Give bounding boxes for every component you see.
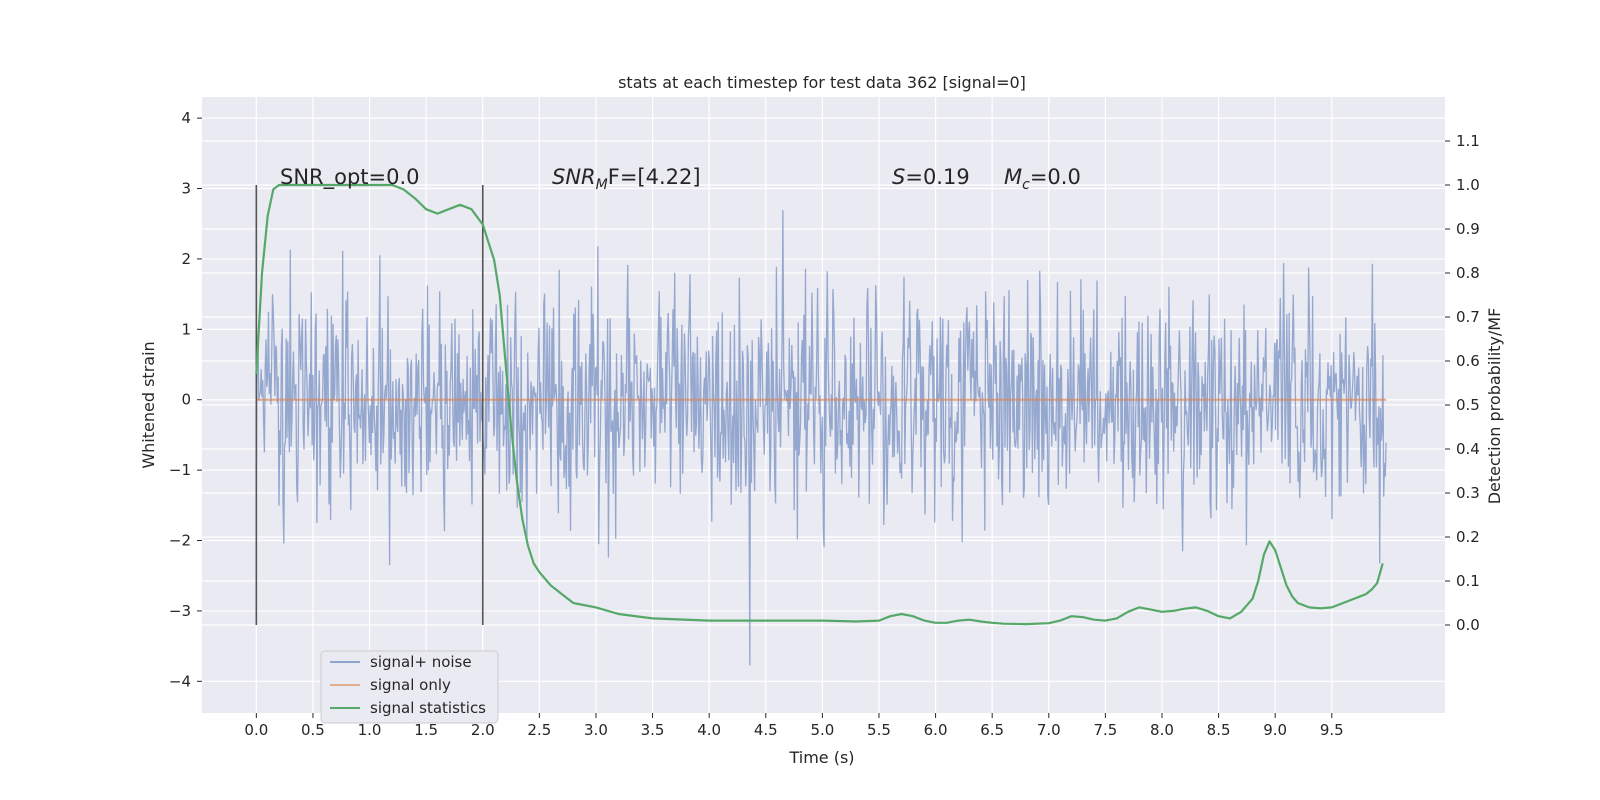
series-signal-statistics — [255, 183, 1384, 626]
y2-axis-ticks: 1.1 1.0 0.9 0.8 0.7 0.6 0.5 0.4 0.3 0.2 0.1 0.0 — [1445, 132, 1480, 634]
y-tick-label: 4 — [181, 109, 191, 127]
y-tick-label: 0 — [181, 391, 191, 409]
x-tick-label: 7.5 — [1093, 721, 1117, 739]
x-tick-label: 1.5 — [414, 721, 438, 739]
annotation-snr-mf-sub: M — [596, 177, 608, 193]
chart-title: stats at each timestep for test data 362… — [618, 73, 1026, 92]
window-markers — [255, 185, 484, 625]
signal-statistics-line — [255, 183, 1384, 626]
y2-tick-label: 0.3 — [1456, 484, 1480, 502]
y2-tick-label: 1.0 — [1456, 176, 1480, 194]
y2-axis-label: Detection probability/MF — [1485, 308, 1504, 505]
y-tick-label: −4 — [169, 672, 191, 690]
x-tick-label: 4.5 — [754, 721, 778, 739]
y-tick-label: −1 — [169, 461, 191, 479]
y2-tick-label: 0.1 — [1456, 572, 1480, 590]
y2-tick-label: 0.2 — [1456, 528, 1480, 546]
x-tick-label: 5.5 — [867, 721, 891, 739]
x-tick-label: 3.0 — [584, 721, 608, 739]
x-tick-label: 6.0 — [924, 721, 948, 739]
legend: signal+ noise signal only signal statist… — [320, 650, 499, 724]
x-tick-label: 8.5 — [1207, 721, 1231, 739]
annotations: SNR_opt=0.0 SNRMF=[4.22] S=0.19 Mc=0.0 — [280, 165, 1081, 193]
x-tick-label: 7.0 — [1037, 721, 1061, 739]
annotation-snr-mf: SNRMF=[4.22] — [552, 165, 701, 193]
legend-label-signal-only: signal only — [370, 676, 451, 694]
legend-label-signal-noise: signal+ noise — [370, 653, 472, 671]
y2-tick-label: 0.9 — [1456, 220, 1480, 238]
x-tick-label: 4.0 — [697, 721, 721, 739]
x-tick-label: 6.5 — [980, 721, 1004, 739]
x-tick-label: 0.0 — [244, 721, 268, 739]
annotation-s: S=0.19 — [892, 165, 970, 189]
annotation-s-main: S — [892, 165, 905, 189]
y2-tick-label: 0.6 — [1456, 352, 1480, 370]
y2-tick-label: 0.8 — [1456, 264, 1480, 282]
y-tick-label: 3 — [181, 180, 191, 198]
annotation-snr-mf-rest: F=[4.22] — [608, 165, 701, 189]
annotation-mc-sub: c — [1022, 177, 1030, 193]
annotation-mc-rest: =0.0 — [1030, 165, 1081, 189]
y-tick-label: 1 — [181, 320, 191, 338]
legend-box — [320, 650, 499, 724]
x-tick-label: 9.0 — [1263, 721, 1287, 739]
y-axis-label: Whitened strain — [139, 341, 158, 468]
x-tick-label: 1.0 — [358, 721, 382, 739]
y2-tick-label: 0.7 — [1456, 308, 1480, 326]
x-tick-label: 3.5 — [641, 721, 665, 739]
annotation-s-rest: =0.19 — [905, 165, 969, 189]
annotation-snr-opt: SNR_opt=0.0 — [280, 165, 420, 190]
annotation-mc-main: M — [1004, 165, 1022, 189]
series-signal-noise — [255, 210, 1387, 666]
x-tick-label: 2.5 — [527, 721, 551, 739]
legend-label-signal-statistics: signal statistics — [370, 699, 486, 717]
y-tick-label: −2 — [169, 532, 191, 550]
y-tick-label: −3 — [169, 602, 191, 620]
y2-tick-label: 1.1 — [1456, 132, 1480, 150]
x-axis-ticks: 0.0 0.5 1.0 1.5 2.0 2.5 3.0 3.5 4.0 4.5 5.0 5.5 6.0 6… — [244, 713, 1344, 739]
x-tick-label: 2.0 — [471, 721, 495, 739]
x-axis-label: Time (s) — [788, 748, 854, 767]
y2-tick-label: 0.0 — [1456, 616, 1480, 634]
annotation-mc: Mc=0.0 — [1004, 165, 1081, 193]
y2-tick-label: 0.4 — [1456, 440, 1480, 458]
signal-noise-line — [255, 210, 1387, 666]
x-tick-label: 8.0 — [1150, 721, 1174, 739]
x-tick-label: 0.5 — [301, 721, 325, 739]
x-tick-label: 5.0 — [810, 721, 834, 739]
annotation-snr-mf-main: SNR — [552, 165, 596, 189]
y-axis-ticks: 4 3 2 1 0 −1 −2 −3 −4 — [169, 109, 202, 690]
y-tick-label: 2 — [181, 250, 191, 268]
y2-tick-label: 0.5 — [1456, 396, 1480, 414]
x-tick-label: 9.5 — [1320, 721, 1344, 739]
